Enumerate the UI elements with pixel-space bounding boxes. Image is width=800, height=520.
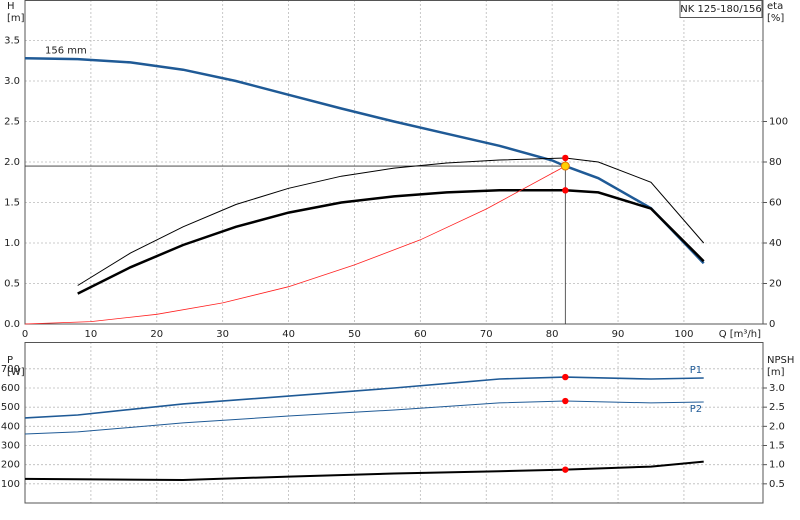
y2-tick-label: 0 — [769, 319, 775, 330]
y2-axis-label: eta — [767, 1, 783, 12]
y2-tick-label: 100 — [769, 117, 788, 128]
y-tick-label: 200 — [1, 460, 20, 471]
y-tick-label: 2.0 — [4, 157, 20, 168]
curve — [77, 157, 705, 286]
x-tick-label: 70 — [480, 329, 493, 340]
operating-point — [562, 373, 569, 381]
curve — [77, 189, 705, 295]
y-tick-label: 3.0 — [4, 76, 20, 87]
y-axis-label: [W] — [7, 367, 25, 378]
y2-axis-label: [m] — [767, 367, 785, 378]
x-tick-label: 10 — [85, 329, 98, 340]
x-tick-label: 80 — [546, 329, 559, 340]
y2-tick-label: 1.0 — [769, 460, 785, 471]
plot-frame — [24, 0, 764, 325]
y2-tick-label: 80 — [769, 157, 782, 168]
x-tick-label: 60 — [414, 329, 427, 340]
y-tick-label: 1.0 — [4, 238, 20, 249]
curve — [24, 460, 704, 482]
y2-tick-label: 1.5 — [769, 441, 785, 452]
y-tick-label: 600 — [1, 383, 20, 394]
y2-axis-label: NPSH — [767, 355, 794, 366]
curve — [24, 57, 705, 265]
curve — [24, 165, 566, 325]
curve — [24, 400, 704, 435]
x-tick-label: 50 — [348, 329, 361, 340]
y-axis-label: H — [7, 1, 15, 12]
y2-tick-label: 20 — [769, 279, 782, 290]
series-label: P1 — [690, 365, 702, 376]
y-tick-label: 1.5 — [4, 198, 20, 209]
x-axis-label: Q [m³/h] — [719, 329, 761, 340]
operating-point — [562, 466, 569, 473]
y-tick-label: 700 — [1, 364, 20, 375]
y-tick-label: 2.5 — [4, 117, 20, 128]
y2-tick-label: 2.0 — [769, 421, 785, 432]
x-tick-label: 40 — [282, 329, 295, 340]
title-box — [679, 0, 763, 18]
operating-point — [562, 397, 569, 405]
y2-tick-label: 2.5 — [769, 402, 785, 413]
curve-annotation: 156 mm — [45, 45, 87, 56]
y2-tick-label: 40 — [769, 238, 782, 249]
operating-point — [562, 187, 569, 194]
y-tick-label: 0.5 — [4, 279, 20, 290]
x-tick-label: 30 — [216, 329, 229, 340]
plot-frame — [24, 342, 764, 504]
series-label: P2 — [690, 404, 702, 415]
y2-axis-label: [%] — [767, 13, 784, 24]
y-tick-label: 100 — [1, 479, 20, 490]
y2-tick-label: 0.5 — [769, 479, 785, 490]
x-tick-label: 20 — [150, 329, 163, 340]
x-tick-label: 90 — [612, 329, 625, 340]
y-axis-label: P — [7, 355, 13, 366]
y2-tick-label: 60 — [769, 198, 782, 209]
curve — [24, 376, 704, 419]
chart-title: NK 125-180/156 — [680, 4, 761, 15]
x-tick-label: 0 — [22, 329, 28, 340]
y-tick-label: 3.5 — [4, 36, 20, 47]
y-tick-label: 0.0 — [4, 319, 20, 330]
operating-point — [562, 154, 569, 162]
y2-tick-label: 3.0 — [769, 383, 785, 394]
y-axis-label: [m] — [7, 13, 25, 24]
y-tick-label: 500 — [1, 402, 20, 413]
x-tick-label: 100 — [674, 329, 693, 340]
y-tick-label: 300 — [1, 441, 20, 452]
duty-point — [560, 161, 570, 171]
y-tick-label: 400 — [1, 421, 20, 432]
